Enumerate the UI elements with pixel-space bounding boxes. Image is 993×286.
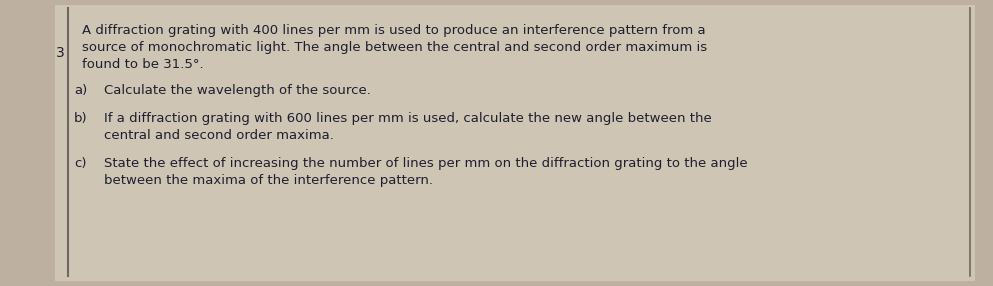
Text: 3: 3 xyxy=(56,46,65,60)
Text: found to be 31.5°.: found to be 31.5°. xyxy=(82,58,204,71)
Text: b): b) xyxy=(74,112,87,125)
Text: If a diffraction grating with 600 lines per mm is used, calculate the new angle : If a diffraction grating with 600 lines … xyxy=(104,112,712,125)
Text: State the effect of increasing the number of lines per mm on the diffraction gra: State the effect of increasing the numbe… xyxy=(104,157,748,170)
Text: between the maxima of the interference pattern.: between the maxima of the interference p… xyxy=(104,174,433,187)
Text: c): c) xyxy=(74,157,86,170)
Text: source of monochromatic light. The angle between the central and second order ma: source of monochromatic light. The angle… xyxy=(82,41,707,54)
Text: Calculate the wavelength of the source.: Calculate the wavelength of the source. xyxy=(104,84,370,97)
Text: a): a) xyxy=(74,84,87,97)
Text: A diffraction grating with 400 lines per mm is used to produce an interference p: A diffraction grating with 400 lines per… xyxy=(82,24,706,37)
Text: central and second order maxima.: central and second order maxima. xyxy=(104,129,334,142)
